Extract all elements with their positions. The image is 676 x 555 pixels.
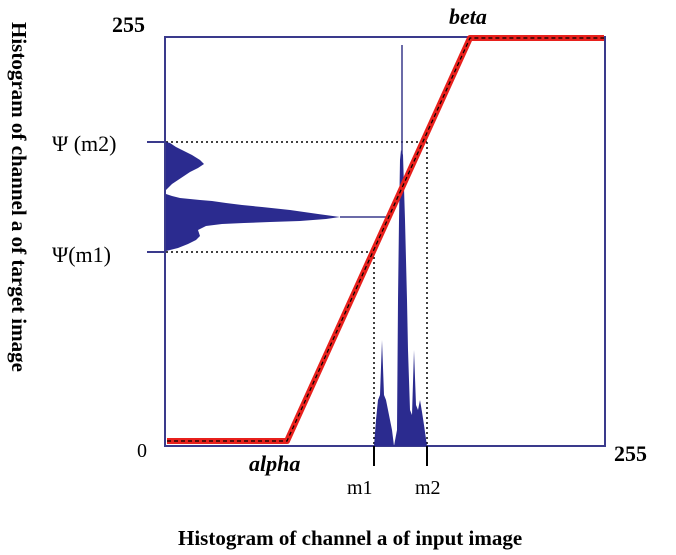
- y-axis-zero-label: 0: [137, 440, 147, 462]
- m2-label: m2: [415, 477, 441, 499]
- input-histogram: [374, 150, 427, 446]
- psi-m1-label: Ψ(m1): [52, 242, 111, 267]
- target-histogram: [166, 142, 340, 251]
- beta-label: beta: [449, 4, 487, 29]
- y-axis-title: Histogram of channel a of target image: [7, 22, 31, 372]
- psi-m2-label: Ψ (m2): [52, 131, 117, 156]
- mapping-function-line: [167, 35, 604, 444]
- y-axis-max-label: 255: [112, 12, 145, 37]
- plot-frame: [164, 36, 606, 447]
- alpha-label: alpha: [249, 451, 300, 476]
- x-axis-max-label: 255: [614, 441, 647, 466]
- x-axis-title: Histogram of channel a of input image: [178, 526, 522, 550]
- m1-label: m1: [347, 477, 373, 499]
